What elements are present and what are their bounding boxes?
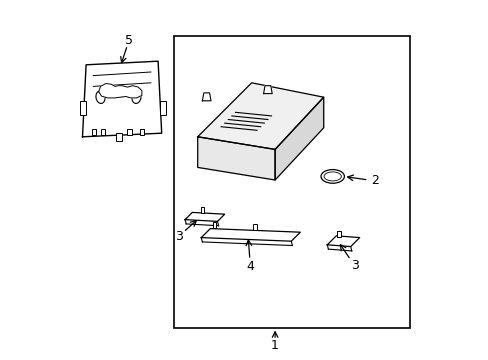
Bar — [160, 101, 166, 115]
Polygon shape — [202, 93, 211, 101]
Polygon shape — [326, 236, 359, 247]
Bar — [140, 129, 144, 135]
Bar — [101, 129, 104, 135]
Text: 4: 4 — [245, 260, 253, 273]
Text: 1: 1 — [271, 339, 279, 352]
Ellipse shape — [320, 170, 344, 183]
Bar — [116, 133, 122, 141]
Bar — [253, 224, 257, 230]
Text: 3: 3 — [175, 230, 183, 243]
Polygon shape — [275, 97, 323, 180]
Text: 2: 2 — [370, 174, 378, 186]
Bar — [127, 129, 132, 135]
Bar — [91, 129, 96, 135]
Ellipse shape — [113, 86, 127, 97]
Polygon shape — [82, 61, 162, 137]
Bar — [212, 222, 216, 228]
Text: 3: 3 — [351, 259, 359, 272]
Polygon shape — [185, 212, 224, 221]
Ellipse shape — [132, 91, 141, 103]
Bar — [200, 207, 204, 213]
Polygon shape — [263, 86, 272, 94]
Bar — [80, 101, 86, 115]
Polygon shape — [99, 84, 142, 98]
Polygon shape — [201, 229, 300, 241]
Text: 5: 5 — [125, 34, 133, 47]
Ellipse shape — [324, 172, 341, 181]
Polygon shape — [197, 137, 275, 180]
Bar — [174, 36, 409, 328]
Ellipse shape — [96, 91, 105, 103]
Polygon shape — [197, 83, 323, 149]
Bar — [337, 231, 340, 237]
